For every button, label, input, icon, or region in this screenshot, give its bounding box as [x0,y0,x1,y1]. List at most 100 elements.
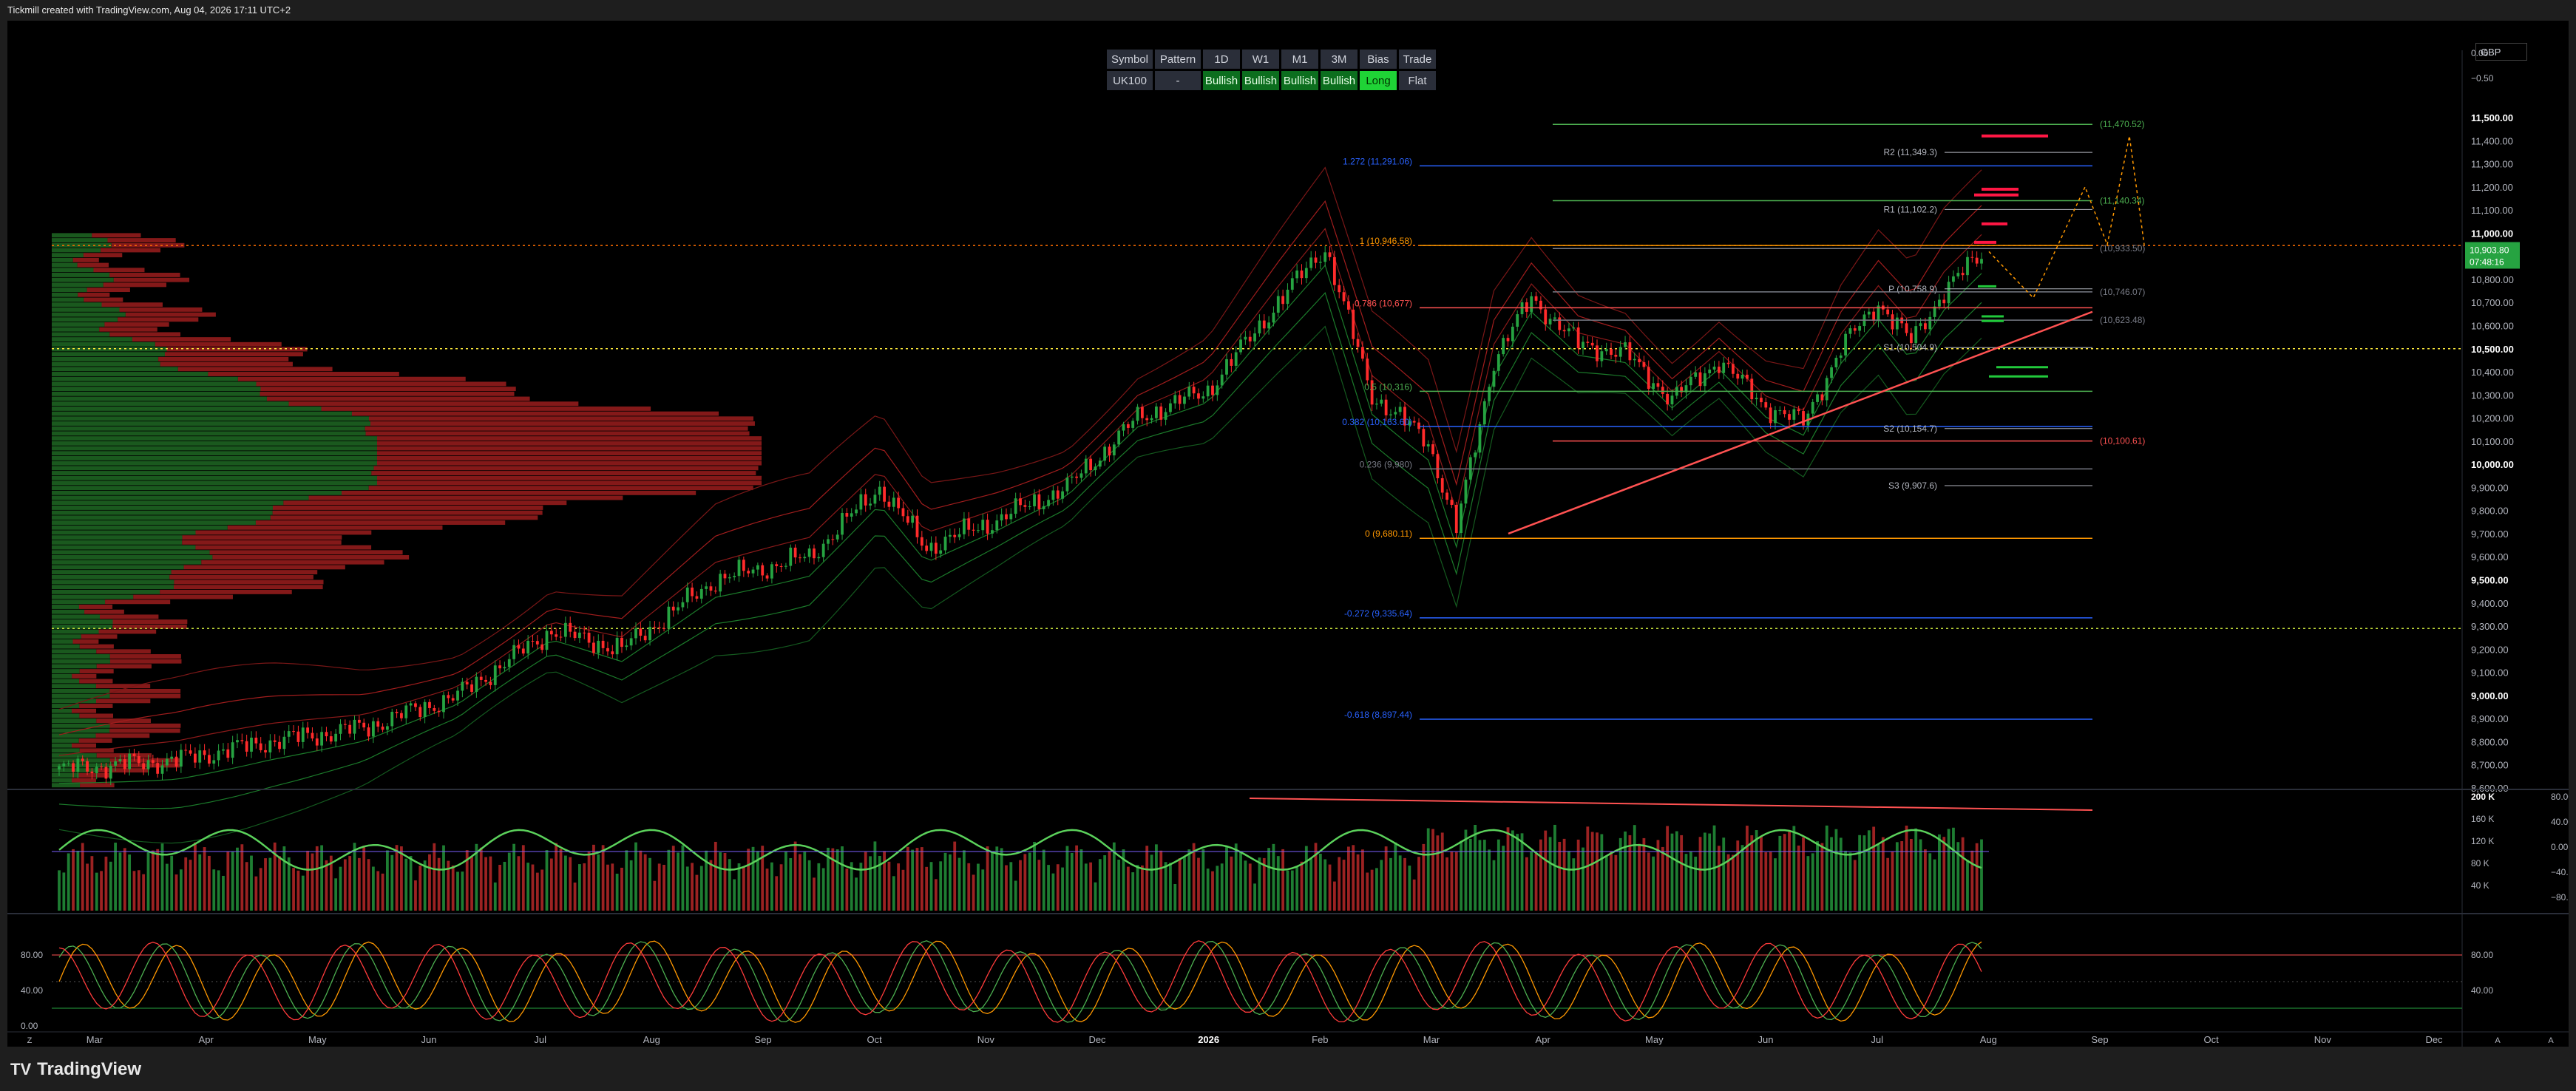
volume-profile-bar [109,688,181,693]
candle-body [86,761,89,772]
candle-body [1553,317,1556,319]
volume-profile-bar [52,654,110,659]
volume-bar [1924,849,1927,911]
volume-profile-bar [52,356,159,361]
candle-body [1412,421,1416,423]
candle-body [939,550,943,554]
candle-body [414,703,417,707]
candle-body [1732,364,1735,374]
volume-bar [559,849,563,911]
candle-body [1769,407,1772,424]
time-tick-label: Nov [2314,1034,2332,1045]
volume-profile-bar [52,242,112,248]
candle-body [559,636,563,638]
candle-body [1230,358,1233,366]
volume-bar [1811,853,1814,911]
volume-profile-bar [109,693,181,699]
candle-body [456,690,459,701]
volume-profile-bar [109,659,182,664]
candle-body [76,758,80,772]
candle-body [531,640,535,642]
candle-body [1253,333,1256,341]
volume-profile-bar [92,233,141,238]
volume-bar [1220,863,1224,911]
volume-bar [1661,846,1664,911]
volume-bar [784,851,787,911]
price-tick-label: 9,400.00 [2471,598,2509,609]
candle-body [756,565,759,570]
volume-bar [1290,870,1294,911]
volume-bar [1300,861,1304,911]
brand-name: TradingView [37,1059,142,1079]
volume-profile-bar [93,268,145,273]
tradingview-logo[interactable]: TV TradingView [10,1059,141,1080]
volume-profile-bar [52,748,80,753]
price-tick-label: 9,100.00 [2471,667,2509,679]
candle-body [1975,257,1979,264]
volume-profile-bar [52,772,79,778]
candle-body [292,731,295,733]
volume-bar [1830,837,1833,911]
time-tick-label: Nov [977,1034,995,1045]
price-tick-label: 11,300.00 [2471,159,2513,170]
volume-bar [1332,881,1336,911]
volume-bar [418,866,422,911]
volume-profile-bar [52,257,73,262]
candle-body [1684,385,1688,392]
candle-body [174,756,178,767]
volume-bar [447,860,450,911]
volume-bar [1694,856,1698,911]
candle-body [1056,490,1060,499]
candle-body [934,543,938,554]
volume-profile-bar [72,673,97,679]
volume-profile-bar [365,431,750,436]
volume-bar [1675,831,1678,911]
volume-profile-bar [81,634,118,639]
volume-bar [1933,859,1936,911]
chart-area[interactable]: 1.272 (11,291.06) 1 (10,946.58) 0.786 (10,… [7,21,2576,1047]
volume-bar [765,869,769,911]
stoch-tick-label: 0.00 [21,1021,38,1031]
bias-value-cell: UK100 [1107,71,1153,90]
candle-body [709,586,713,591]
volume-bar [972,874,975,911]
volume-bar [1909,838,1913,911]
volume-profile-bar [52,639,73,644]
volume-profile-bar [52,669,80,674]
volume-profile-bar [52,460,377,466]
volume-profile-bar [377,451,762,456]
candle-body [1197,393,1200,399]
volume-bar [1582,847,1584,911]
target-label: (10,100.61) [2100,436,2145,446]
bias-header-cell: W1 [1242,50,1279,69]
candle-body [911,515,915,523]
candle-body [1924,323,1927,330]
volume-bar [714,841,717,911]
chart-svg[interactable]: 1.272 (11,291.06) 1 (10,946.58) 0.786 (10,… [7,21,2576,1047]
candle-body [1155,406,1158,418]
candle-body [1272,312,1275,323]
candle-body [995,520,999,531]
volume-bar [1089,862,1093,911]
volume-bar [1844,850,1847,911]
volume-bar [1412,879,1416,911]
candle-body [95,767,98,774]
candle-body [1764,402,1768,408]
candle-body [226,749,230,758]
top-bar: Tickmill created with TradingView.com, A… [0,0,2576,21]
candle-body [835,534,839,540]
candle-body [1248,336,1252,341]
time-tick-label: Jul [1871,1034,1883,1045]
volume-profile-bar [52,580,174,585]
candle-body [1820,394,1824,401]
candle-body [1534,296,1538,301]
currency-selector[interactable]: GBP [2475,43,2527,61]
volume-profile-bar [365,426,748,431]
osc-tick-label: −80.00 [2551,892,2569,903]
volume-bar [601,845,605,911]
volume-bar [1375,868,1378,911]
volume-bar [723,853,727,911]
volume-bar [977,863,980,911]
volume-bar [526,863,530,911]
volume-bar [1014,880,1017,911]
